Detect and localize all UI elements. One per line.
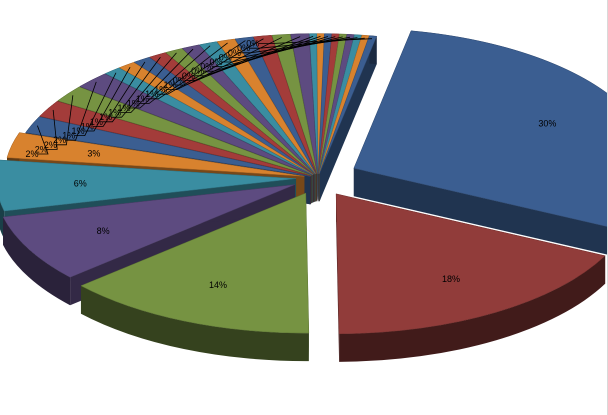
data-labels: 30%18%14%8%6%3%2%2%2%2%1%1%1%1%1%1%1%1%1… [25,39,556,291]
slice-6 [25,116,311,177]
slice-2 [80,192,310,334]
slice-16 [198,41,316,175]
leader-lines [37,36,373,155]
data-label-7: 2% [35,144,48,154]
leader-line-10 [74,72,117,137]
data-label-18: 1% [136,94,149,104]
slice-19 [252,35,317,174]
slice-rim-2 [80,285,309,362]
leader-line-7 [47,109,58,150]
data-label-0: 30% [538,118,556,128]
data-label-22: 0% [173,75,186,85]
slice-1 [335,193,606,335]
data-label-5: 3% [87,149,100,159]
data-label-19: 1% [145,89,158,99]
slice-15 [181,44,315,175]
data-label-29: 0% [237,43,250,53]
slice-12 [133,56,314,175]
slice-4 [0,159,297,212]
leader-line-15 [120,48,194,113]
slice-18 [234,36,317,174]
slice-21 [290,33,318,174]
slice-11 [118,62,314,175]
data-label-2: 14% [209,280,227,290]
slice-8 [57,86,312,176]
slice-wall-0-1 [353,168,607,255]
data-label-21: 1% [163,80,176,90]
data-label-1: 18% [442,274,460,284]
data-label-13: 1% [90,117,103,127]
data-label-14: 1% [99,112,112,122]
slice-rim-1 [339,255,606,362]
slice-3 [2,184,296,278]
slice-wall-30-1 [319,36,377,202]
slice-5 [6,132,305,177]
data-label-8: 2% [44,140,57,150]
data-label-15: 1% [108,108,121,118]
leader-line-14 [111,52,177,118]
data-label-11: 1% [71,126,84,136]
leader-line-11 [84,66,131,132]
data-label-30: 0% [246,39,259,49]
slice-10 [104,67,313,175]
leader-line-16 [130,45,211,109]
leader-line-21 [176,36,301,86]
leader-line-28 [240,37,358,54]
data-label-23: 0% [182,71,195,81]
data-label-27: 0% [219,52,232,62]
slice-9 [79,73,313,176]
slice-30 [319,35,378,174]
data-label-20: 1% [154,85,167,95]
slice-0 [353,30,607,227]
slice-22 [309,33,319,174]
slice-14 [165,48,315,175]
leader-line-8 [56,95,74,146]
data-label-24: 0% [191,66,204,76]
data-label-25: 0% [200,62,213,72]
data-label-3: 8% [97,226,110,236]
slice-17 [216,38,316,174]
data-label-6: 2% [25,149,38,159]
leader-line-13 [102,56,161,123]
data-label-28: 0% [228,48,241,58]
leader-line-29 [249,37,365,49]
leader-line-6 [37,125,49,155]
data-label-26: 0% [209,57,222,67]
leader-line-9 [65,81,97,141]
data-label-4: 6% [74,179,87,189]
leader-line-17 [139,42,228,104]
data-label-9: 2% [53,135,66,145]
leader-line-12 [93,61,146,127]
leader-line-18 [148,40,246,100]
leader-line-30 [258,38,373,44]
data-label-17: 1% [127,98,140,108]
slice-20 [271,33,318,174]
data-label-10: 1% [62,131,75,141]
data-label-12: 1% [81,121,94,131]
data-label-16: 1% [117,103,130,113]
leader-line-20 [166,37,282,90]
slice-rim-3 [3,216,71,306]
slice-tops [0,30,607,335]
